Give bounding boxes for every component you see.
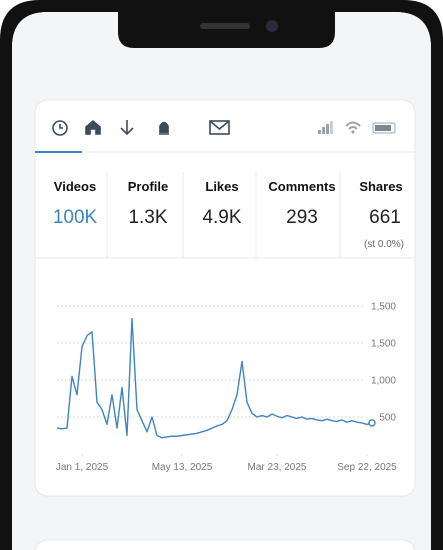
wifi-icon (345, 121, 361, 130)
battery-level (375, 125, 391, 131)
y-tick-label: 500 (379, 413, 396, 424)
y-tick-label: 1,500 (371, 302, 396, 313)
tab-icons (52, 119, 230, 136)
stat-note: (st 0.0%) (364, 239, 404, 250)
x-tick-label: Jan 1, 2025 (56, 462, 109, 473)
bell-icon[interactable] (159, 121, 169, 135)
stat-label: Likes (205, 179, 238, 194)
stat-label: Videos (54, 179, 96, 194)
status-icons (318, 121, 396, 134)
card (34, 539, 416, 550)
stat-value: 661 (369, 207, 401, 228)
x-tick-label: Sep 22, 2025 (337, 462, 397, 473)
speaker (200, 23, 250, 29)
card (34, 99, 416, 497)
stat-value: 293 (286, 207, 318, 228)
signal-bar (330, 121, 333, 134)
stat-value: 1.3K (128, 207, 167, 228)
x-tick-label: Mar 23, 2025 (248, 462, 307, 473)
stat-label: Comments (268, 179, 335, 194)
signal-bar (326, 124, 329, 134)
signal-bar (318, 130, 321, 134)
mail-icon[interactable] (209, 120, 230, 135)
stat-label: Profile (128, 179, 168, 194)
signal-bar (322, 127, 325, 134)
clock-icon[interactable] (52, 120, 68, 136)
mail-flap (209, 120, 230, 131)
end-point (368, 419, 376, 427)
stat-value: 4.9K (202, 207, 241, 228)
camera (266, 20, 278, 32)
y-tick-label: 1,500 (371, 339, 396, 350)
stat-dividers (35, 172, 415, 259)
stat-label: Shares (359, 179, 402, 194)
x-tick-label: May 13, 2025 (152, 462, 213, 473)
line-series (56, 317, 373, 439)
battery-icon (372, 122, 396, 134)
stat-value: 100K (53, 207, 98, 228)
notch (118, 12, 335, 48)
clock-hands (59, 124, 63, 129)
home-icon[interactable] (85, 119, 101, 135)
download-icon[interactable] (120, 120, 134, 136)
wifi-dot (351, 130, 355, 134)
y-tick-label: 1,000 (371, 376, 396, 387)
